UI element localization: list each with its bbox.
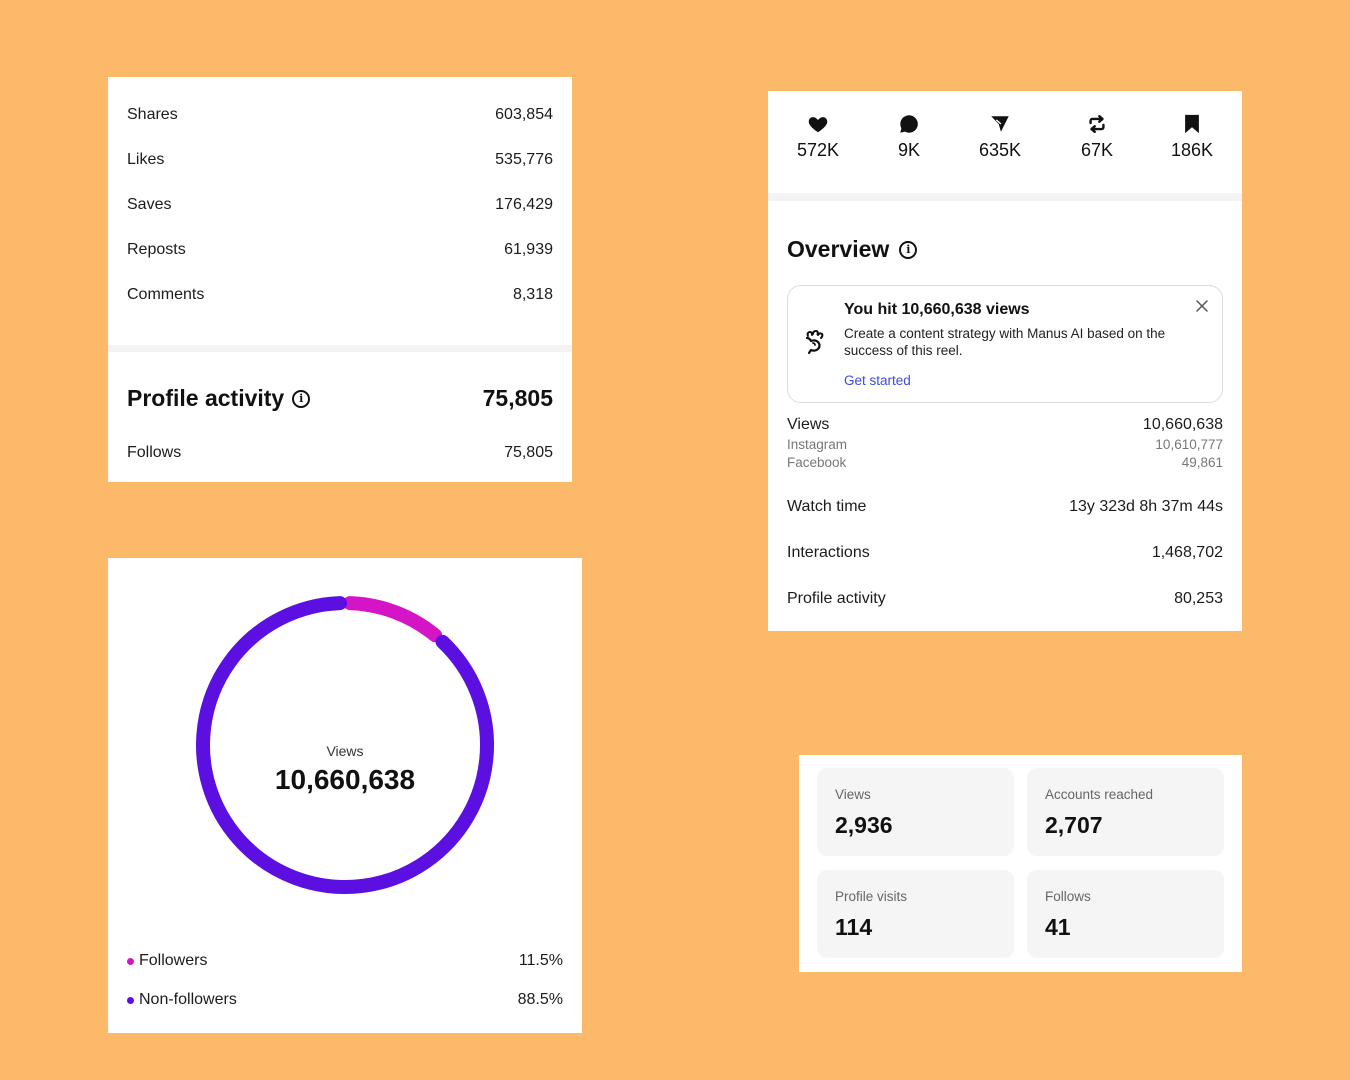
stat-label: Shares	[127, 106, 178, 123]
legend-non-followers: Non-followers 88.5%	[127, 991, 563, 1009]
profile-activity-header: Profile activity i 75,805	[127, 385, 553, 412]
metric-likes[interactable]: 572K	[778, 113, 858, 161]
legend-dot-followers	[127, 957, 134, 965]
close-icon[interactable]	[1194, 298, 1210, 314]
donut-center-label: Views	[326, 743, 364, 759]
stat-label: Follows	[127, 444, 182, 461]
stat-row-shares: Shares 603,854	[127, 104, 553, 126]
watch-time-label: Watch time	[787, 498, 867, 515]
comment-icon	[900, 115, 918, 133]
stat-label: Reposts	[127, 241, 186, 258]
watch-time-value: 13y 323d 8h 37m 44s	[1069, 498, 1223, 515]
manus-logo-icon	[805, 329, 824, 355]
legend-followers: Followers 11.5%	[127, 952, 563, 970]
metric-value: 186K	[1170, 140, 1214, 160]
tile-accounts-reached[interactable]: Accounts reached 2,707	[1027, 768, 1224, 856]
stat-label: Likes	[127, 151, 165, 168]
legend-value: 11.5%	[518, 952, 563, 969]
interactions-label: Interactions	[787, 544, 870, 561]
stat-value: 176,429	[495, 196, 553, 213]
stat-value: 61,939	[504, 241, 553, 258]
stat-label: Saves	[127, 196, 172, 213]
facebook-views-row: Facebook 49,861	[787, 455, 1223, 470]
instagram-label: Instagram	[787, 437, 848, 452]
donut-center-value: 10,660,638	[274, 764, 416, 795]
profile-activity-label: Profile activity	[787, 590, 886, 607]
tile-value: 41	[1045, 914, 1071, 940]
tile-label: Accounts reached	[1045, 787, 1154, 802]
tile-label: Views	[835, 787, 871, 802]
tile-value: 114	[835, 914, 873, 940]
bookmark-icon	[1185, 114, 1199, 134]
stat-label: Comments	[127, 286, 205, 303]
legend-label: Followers	[139, 952, 208, 969]
tile-views[interactable]: Views 2,936	[817, 768, 1014, 856]
info-icon[interactable]: i	[292, 389, 311, 408]
metric-value: 635K	[978, 140, 1022, 160]
stat-value: 603,854	[495, 106, 553, 123]
overview-header: Overview i	[787, 236, 918, 263]
legend-label: Non-followers	[139, 991, 237, 1008]
stat-value: 535,776	[495, 151, 553, 168]
watch-time-row: Watch time 13y 323d 8h 37m 44s	[787, 498, 1223, 516]
section-divider	[768, 193, 1242, 201]
metric-comments[interactable]: 9K	[869, 113, 949, 161]
stat-row-reposts: Reposts 61,939	[127, 239, 553, 261]
tile-label: Follows	[1045, 889, 1091, 904]
engagement-stats-card: Shares 603,854 Likes 535,776 Saves 176,4…	[108, 77, 572, 482]
stat-row-likes: Likes 535,776	[127, 149, 553, 171]
metric-value: 572K	[796, 140, 840, 160]
views-label: Views	[787, 416, 830, 433]
facebook-value: 49,861	[1181, 455, 1223, 470]
profile-activity-value: 80,253	[1174, 590, 1223, 607]
profile-activity-row: Profile activity 80,253	[787, 590, 1223, 608]
tile-value: 2,707	[1045, 812, 1103, 838]
get-started-link[interactable]: Get started	[844, 373, 911, 388]
profile-activity-title: Profile activity	[127, 385, 285, 411]
legend-value: 88.5%	[517, 991, 563, 1008]
profile-activity-value: 75,805	[482, 385, 553, 411]
interactions-value: 1,468,702	[1151, 544, 1223, 561]
banner-text: Create a content strategy with Manus AI …	[844, 326, 1166, 358]
views-donut-card: Views 10,660,638 Followers 11.5% Non-fol…	[108, 558, 582, 1033]
metric-reposts[interactable]: 67K	[1057, 113, 1137, 161]
reel-overview-card: 572K 9K 635K 67K	[768, 91, 1242, 631]
tile-follows[interactable]: Follows 41	[1027, 870, 1224, 958]
legend-dot-non-followers	[127, 996, 134, 1004]
section-divider	[108, 345, 572, 352]
stat-row-comments: Comments 8,318	[127, 284, 553, 306]
metrics-bar: 572K 9K 635K 67K	[768, 113, 1242, 189]
milestone-banner: You hit 10,660,638 views Create a conten…	[787, 285, 1223, 403]
donut-slice-non-followers[interactable]	[196, 596, 494, 894]
facebook-label: Facebook	[787, 455, 847, 470]
instagram-value: 10,610,777	[1155, 437, 1223, 452]
share-icon	[991, 116, 1009, 132]
overview-title: Overview	[787, 236, 890, 262]
info-icon[interactable]: i	[899, 240, 918, 259]
metric-shares[interactable]: 635K	[960, 113, 1040, 161]
views-donut-chart: Views 10,660,638	[194, 594, 496, 896]
stat-row-saves: Saves 176,429	[127, 194, 553, 216]
interactions-row: Interactions 1,468,702	[787, 544, 1223, 562]
stat-value: 75,805	[504, 444, 553, 461]
views-value: 10,660,638	[1142, 416, 1223, 433]
metric-value: 9K	[897, 140, 921, 160]
views-row: Views 10,660,638	[787, 416, 1223, 434]
repost-icon	[1089, 115, 1105, 133]
tile-label: Profile visits	[835, 889, 908, 904]
stat-value: 8,318	[512, 286, 553, 303]
donut-slice-followers[interactable]	[342, 596, 443, 643]
heart-icon	[808, 117, 828, 133]
insights-tiles-card: Views 2,936 Accounts reached 2,707 Profi…	[799, 755, 1242, 972]
stat-row-follows: Follows 75,805	[127, 442, 553, 464]
instagram-views-row: Instagram 10,610,777	[787, 437, 1223, 452]
donut-svg	[196, 596, 494, 894]
tile-profile-visits[interactable]: Profile visits 114	[817, 870, 1014, 958]
metric-saves[interactable]: 186K	[1152, 113, 1232, 161]
metric-value: 67K	[1080, 140, 1114, 160]
banner-title: You hit 10,660,638 views	[844, 301, 1030, 318]
tile-value: 2,936	[835, 812, 893, 838]
